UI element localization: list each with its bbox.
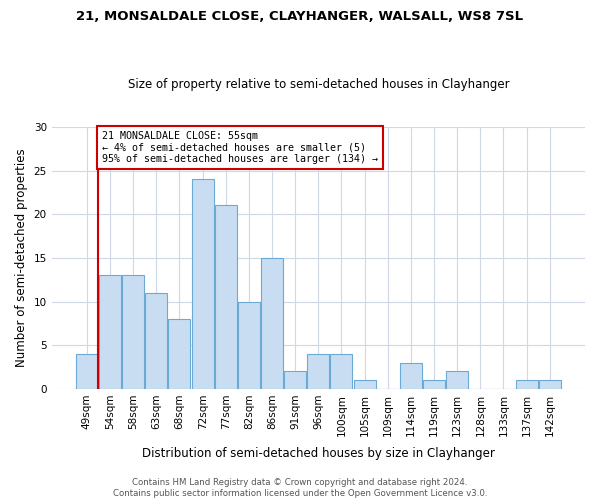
Bar [446,372,468,389]
Bar [76,354,98,389]
Bar [238,302,260,389]
Bar [353,380,376,389]
Bar [261,258,283,389]
Bar [122,276,144,389]
Bar [331,354,352,389]
Bar [215,206,237,389]
Text: 21 MONSALDALE CLOSE: 55sqm
← 4% of semi-detached houses are smaller (5)
95% of s: 21 MONSALDALE CLOSE: 55sqm ← 4% of semi-… [102,132,378,164]
Bar [307,354,329,389]
Bar [191,180,214,389]
Bar [423,380,445,389]
Bar [145,293,167,389]
Text: Contains HM Land Registry data © Crown copyright and database right 2024.
Contai: Contains HM Land Registry data © Crown c… [113,478,487,498]
Bar [169,319,190,389]
Bar [284,372,306,389]
Text: 21, MONSALDALE CLOSE, CLAYHANGER, WALSALL, WS8 7SL: 21, MONSALDALE CLOSE, CLAYHANGER, WALSAL… [76,10,524,23]
Bar [400,362,422,389]
Title: Size of property relative to semi-detached houses in Clayhanger: Size of property relative to semi-detach… [128,78,509,91]
Bar [515,380,538,389]
Y-axis label: Number of semi-detached properties: Number of semi-detached properties [15,148,28,367]
X-axis label: Distribution of semi-detached houses by size in Clayhanger: Distribution of semi-detached houses by … [142,447,495,460]
Bar [99,276,121,389]
Bar [539,380,561,389]
